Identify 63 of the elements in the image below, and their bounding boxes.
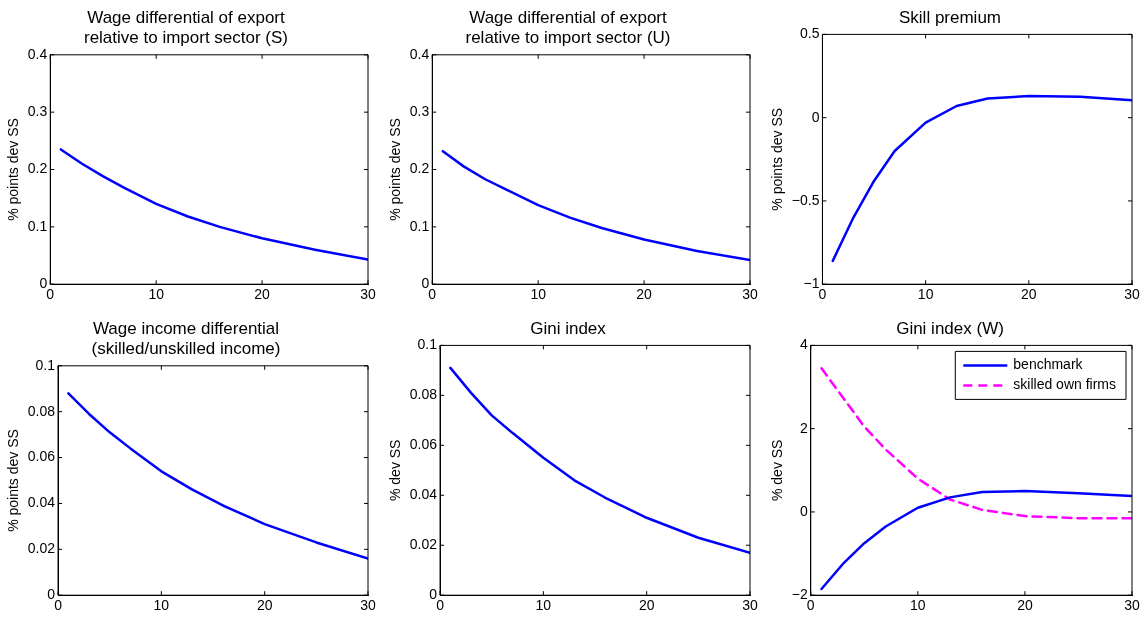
y-axis-title: % points dev SS bbox=[5, 429, 22, 532]
chart-title: Skill premium bbox=[898, 7, 1002, 27]
chart-title: Wage income differential (skilled/unskilled income) bbox=[91, 318, 281, 359]
y-tick-label: 0.4 bbox=[409, 45, 430, 62]
x-tick-label: 10 bbox=[910, 597, 926, 614]
y-tick-label: 0.3 bbox=[409, 103, 430, 120]
y-axis-title: % points dev SS bbox=[387, 118, 404, 221]
chart-title: Wage differential of export relative to import sector (S) bbox=[83, 7, 289, 48]
y-axis-title: % dev SS bbox=[387, 439, 404, 502]
y-tick-label: 0.3 bbox=[27, 103, 48, 120]
y-tick-label: 0.5 bbox=[799, 25, 820, 42]
y-tick-label: 0 bbox=[799, 502, 808, 519]
x-tick-label: 20 bbox=[1017, 597, 1033, 614]
y-tick-label: 0.1 bbox=[409, 217, 430, 234]
y-tick-label: 2 bbox=[799, 419, 808, 436]
x-tick-label: 20 bbox=[254, 286, 271, 303]
y-tick-label: 4 bbox=[799, 336, 808, 353]
legend-label: benchmark bbox=[1013, 356, 1084, 373]
x-tick-label: 20 bbox=[256, 597, 273, 614]
y-axis-title: % points dev SS bbox=[769, 107, 786, 211]
y-tick-label: 0.06 bbox=[409, 436, 438, 453]
y-tick-label: 0.02 bbox=[27, 540, 56, 557]
x-tick-label: 30 bbox=[1124, 597, 1140, 614]
y-tick-label: 0.06 bbox=[27, 448, 56, 465]
x-tick-label: 30 bbox=[742, 286, 758, 303]
x-tick-label: 20 bbox=[636, 286, 653, 303]
chart-title: Gini index (W) bbox=[896, 318, 1004, 338]
y-axis-title: % points dev SS bbox=[5, 118, 22, 221]
y-tick-label: 0.08 bbox=[409, 386, 438, 403]
x-tick-label: 30 bbox=[742, 597, 758, 614]
x-tick-label: 10 bbox=[153, 597, 170, 614]
y-tick-label: 0.2 bbox=[27, 160, 48, 177]
y-tick-label: 0 bbox=[811, 108, 820, 125]
x-tick-label: 20 bbox=[638, 597, 655, 614]
y-tick-label: 0.4 bbox=[27, 45, 48, 62]
x-tick-label: 30 bbox=[360, 286, 376, 303]
chart-title: Wage differential of export relative to import sector (U) bbox=[465, 7, 671, 48]
y-tick-label: −2 bbox=[791, 586, 808, 603]
y-axis-title: % dev SS bbox=[769, 439, 786, 502]
x-tick-label: 10 bbox=[148, 286, 165, 303]
y-tick-label: 0 bbox=[421, 275, 430, 292]
y-tick-label: 0.02 bbox=[409, 536, 438, 553]
y-tick-label: 0 bbox=[39, 275, 48, 292]
y-tick-label: 0.08 bbox=[27, 402, 56, 419]
x-tick-label: 20 bbox=[1021, 286, 1037, 303]
legend-label: skilled own firms bbox=[1013, 376, 1117, 393]
y-tick-label: 0 bbox=[429, 586, 438, 603]
y-tick-label: 0.04 bbox=[27, 494, 56, 511]
x-tick-label: 10 bbox=[530, 286, 547, 303]
x-tick-label: 10 bbox=[535, 597, 552, 614]
x-tick-label: 30 bbox=[360, 597, 376, 614]
y-tick-label: 0.04 bbox=[409, 486, 438, 503]
x-tick-label: 30 bbox=[1124, 286, 1140, 303]
x-tick-label: 10 bbox=[917, 286, 934, 303]
line-series bbox=[820, 367, 1132, 520]
y-tick-label: 0.1 bbox=[27, 217, 48, 234]
y-tick-label: 0.1 bbox=[35, 356, 56, 373]
y-tick-label: 0 bbox=[47, 586, 56, 603]
y-tick-label: 0.1 bbox=[417, 336, 438, 353]
y-tick-label: −1 bbox=[803, 275, 820, 292]
y-tick-label: 0.2 bbox=[409, 160, 430, 177]
chart-title: Gini index bbox=[530, 318, 607, 338]
y-tick-label: −0.5 bbox=[791, 191, 820, 208]
